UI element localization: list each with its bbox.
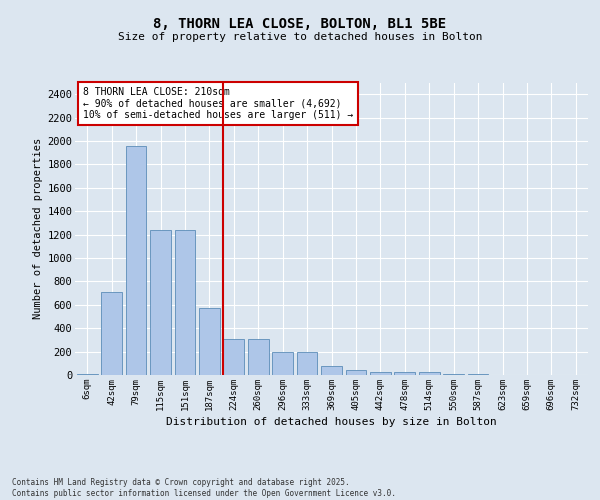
Bar	[296, 352, 317, 375]
Bar	[223, 340, 244, 375]
Text: 8 THORN LEA CLOSE: 210sqm
← 90% of detached houses are smaller (4,692)
10% of se: 8 THORN LEA CLOSE: 210sqm ← 90% of detac…	[83, 87, 353, 120]
Bar	[248, 340, 269, 375]
X-axis label: Distribution of detached houses by size in Bolton: Distribution of detached houses by size …	[166, 417, 497, 427]
Text: Size of property relative to detached houses in Bolton: Size of property relative to detached ho…	[118, 32, 482, 42]
Bar	[199, 308, 220, 375]
Bar	[125, 146, 146, 375]
Bar	[101, 292, 122, 375]
Bar	[394, 372, 415, 375]
Y-axis label: Number of detached properties: Number of detached properties	[33, 138, 43, 320]
Bar	[370, 372, 391, 375]
Bar	[346, 370, 367, 375]
Bar	[150, 230, 171, 375]
Text: Contains HM Land Registry data © Crown copyright and database right 2025.
Contai: Contains HM Land Registry data © Crown c…	[12, 478, 396, 498]
Bar	[467, 374, 488, 375]
Text: 8, THORN LEA CLOSE, BOLTON, BL1 5BE: 8, THORN LEA CLOSE, BOLTON, BL1 5BE	[154, 18, 446, 32]
Bar	[272, 352, 293, 375]
Bar	[77, 374, 98, 375]
Bar	[443, 374, 464, 375]
Bar	[321, 366, 342, 375]
Bar	[175, 230, 196, 375]
Bar	[419, 372, 440, 375]
